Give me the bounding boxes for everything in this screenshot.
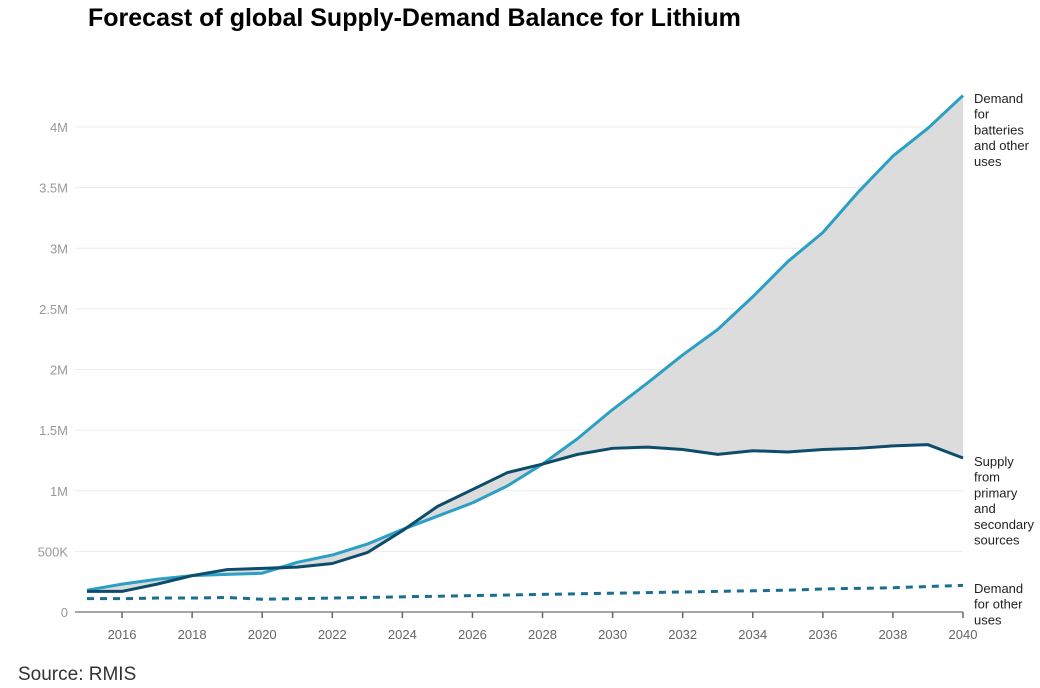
x-tick-label: 2018	[178, 627, 207, 642]
x-tick-label: 2022	[318, 627, 347, 642]
x-tick-label: 2040	[949, 627, 978, 642]
y-tick-label: 3.5M	[39, 181, 68, 196]
y-tick-label: 3M	[50, 241, 68, 256]
x-tick-label: 2032	[668, 627, 697, 642]
x-tick-label: 2026	[458, 627, 487, 642]
y-tick-label: 2.5M	[39, 302, 68, 317]
source-note: Source: RMIS	[18, 664, 137, 685]
x-tick-label: 2028	[528, 627, 557, 642]
x-tick-label: 2030	[598, 627, 627, 642]
x-tick-label: 2034	[738, 627, 767, 642]
series-label-line: secondary	[974, 517, 1034, 532]
y-tick-label: 1M	[50, 484, 68, 499]
series-line-3	[87, 583, 964, 601]
series-label-line: Supply	[974, 454, 1014, 469]
series-label-2: Supply from primary and secondary sources	[974, 454, 1034, 548]
series-label-line: batteries	[974, 122, 1024, 137]
x-tick-label: 2024	[388, 627, 417, 642]
y-tick-label: 1.5M	[39, 423, 68, 438]
series-label-3: Demand for other uses	[974, 581, 1023, 627]
series-label-line: and other	[974, 138, 1030, 153]
series-line-1	[86, 94, 965, 592]
y-tick-label: 500K	[38, 544, 69, 559]
chart-title: Forecast of global Supply-Demand Balance…	[88, 4, 741, 32]
x-tick-label: 2016	[108, 627, 137, 642]
series-label-line: from	[974, 470, 1000, 485]
series-label-1: Demand for batteries and other uses	[974, 91, 1030, 169]
y-tick-label: 4M	[50, 120, 68, 135]
series-label-line: for	[974, 107, 990, 122]
series-label-line: Demand	[974, 91, 1023, 106]
series-label-line: Demand	[974, 581, 1023, 596]
series-label-line: for other	[974, 597, 1023, 612]
x-tick-label: 2038	[878, 627, 907, 642]
gap-area	[87, 95, 963, 592]
series-label-line: and	[974, 501, 996, 516]
y-tick-label: 0	[61, 605, 68, 620]
y-tick-label: 2M	[50, 363, 68, 378]
series-label-line: sources	[974, 533, 1020, 548]
series-line-2	[87, 443, 964, 593]
series-label-line: uses	[974, 612, 1002, 627]
x-tick-label: 2020	[248, 627, 277, 642]
series-label-line: primary	[974, 485, 1018, 500]
series-label-line: uses	[974, 154, 1002, 169]
x-tick-label: 2036	[808, 627, 837, 642]
